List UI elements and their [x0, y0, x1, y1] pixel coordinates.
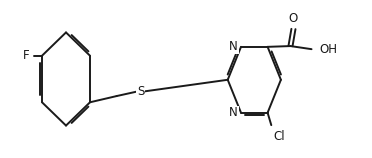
Text: Cl: Cl	[273, 130, 285, 143]
Text: S: S	[137, 85, 144, 98]
Text: N: N	[229, 40, 238, 53]
Text: O: O	[289, 12, 298, 25]
Text: OH: OH	[319, 43, 337, 56]
Text: N: N	[229, 106, 238, 119]
Text: F: F	[22, 49, 29, 62]
